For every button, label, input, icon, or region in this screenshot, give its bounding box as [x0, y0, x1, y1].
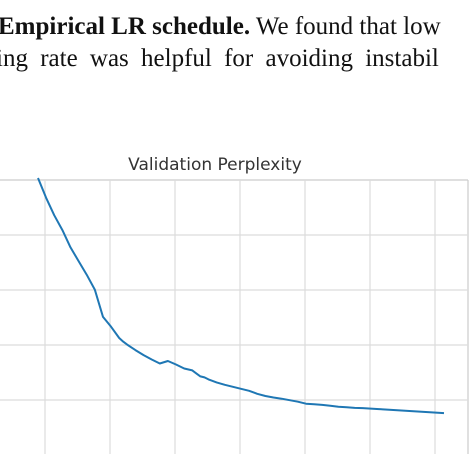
paragraph-line-1: Empirical LR schedule. We found that low	[0, 12, 441, 42]
validation-perplexity-chart: Validation Perplexity	[0, 155, 469, 454]
chart-title: Validation Perplexity	[128, 155, 302, 175]
paragraph-line-2: ing rate was helpful for avoiding instab…	[0, 45, 439, 72]
plot-area	[0, 177, 469, 454]
series-line-1	[37, 177, 445, 415]
paragraph-heading: Empirical LR schedule.	[0, 13, 251, 40]
paragraph-text-1: We found that low	[250, 13, 441, 40]
